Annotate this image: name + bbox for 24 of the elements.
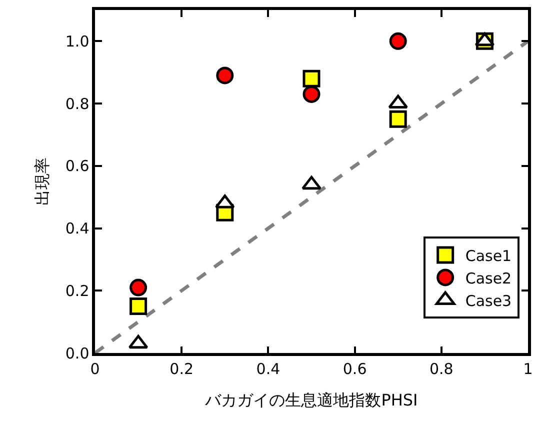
- point: [389, 32, 407, 50]
- y-tick-label: 0.4: [65, 220, 90, 238]
- y-tick-label: 0.6: [65, 157, 90, 176]
- point: [130, 278, 148, 296]
- x-tick-label: 1: [523, 360, 533, 378]
- point: [216, 66, 234, 84]
- x-tick-label: 0.8: [429, 360, 454, 378]
- point: [389, 110, 407, 128]
- y-tick-label: 0.8: [65, 94, 90, 113]
- x-tick-label: 0: [90, 360, 100, 378]
- legend-label: Case3: [465, 292, 512, 310]
- legend-label: Case2: [465, 269, 512, 288]
- point: [302, 70, 320, 88]
- x-tick-label: 0.6: [342, 360, 367, 378]
- y-tick-label: 0.2: [65, 282, 90, 300]
- y-tick-label: 0.0: [65, 344, 90, 362]
- y-axis-title: 出現率: [32, 158, 52, 206]
- legend-label: Case1: [465, 246, 512, 265]
- x-tick-label: 0.4: [256, 360, 280, 378]
- point: [302, 85, 320, 103]
- x-axis-title: バカガイの生息適地指数PHSI: [204, 390, 418, 410]
- point: [130, 297, 148, 315]
- x-tick-label: 0.2: [170, 360, 194, 378]
- y-tick-label: 1.0: [65, 32, 90, 50]
